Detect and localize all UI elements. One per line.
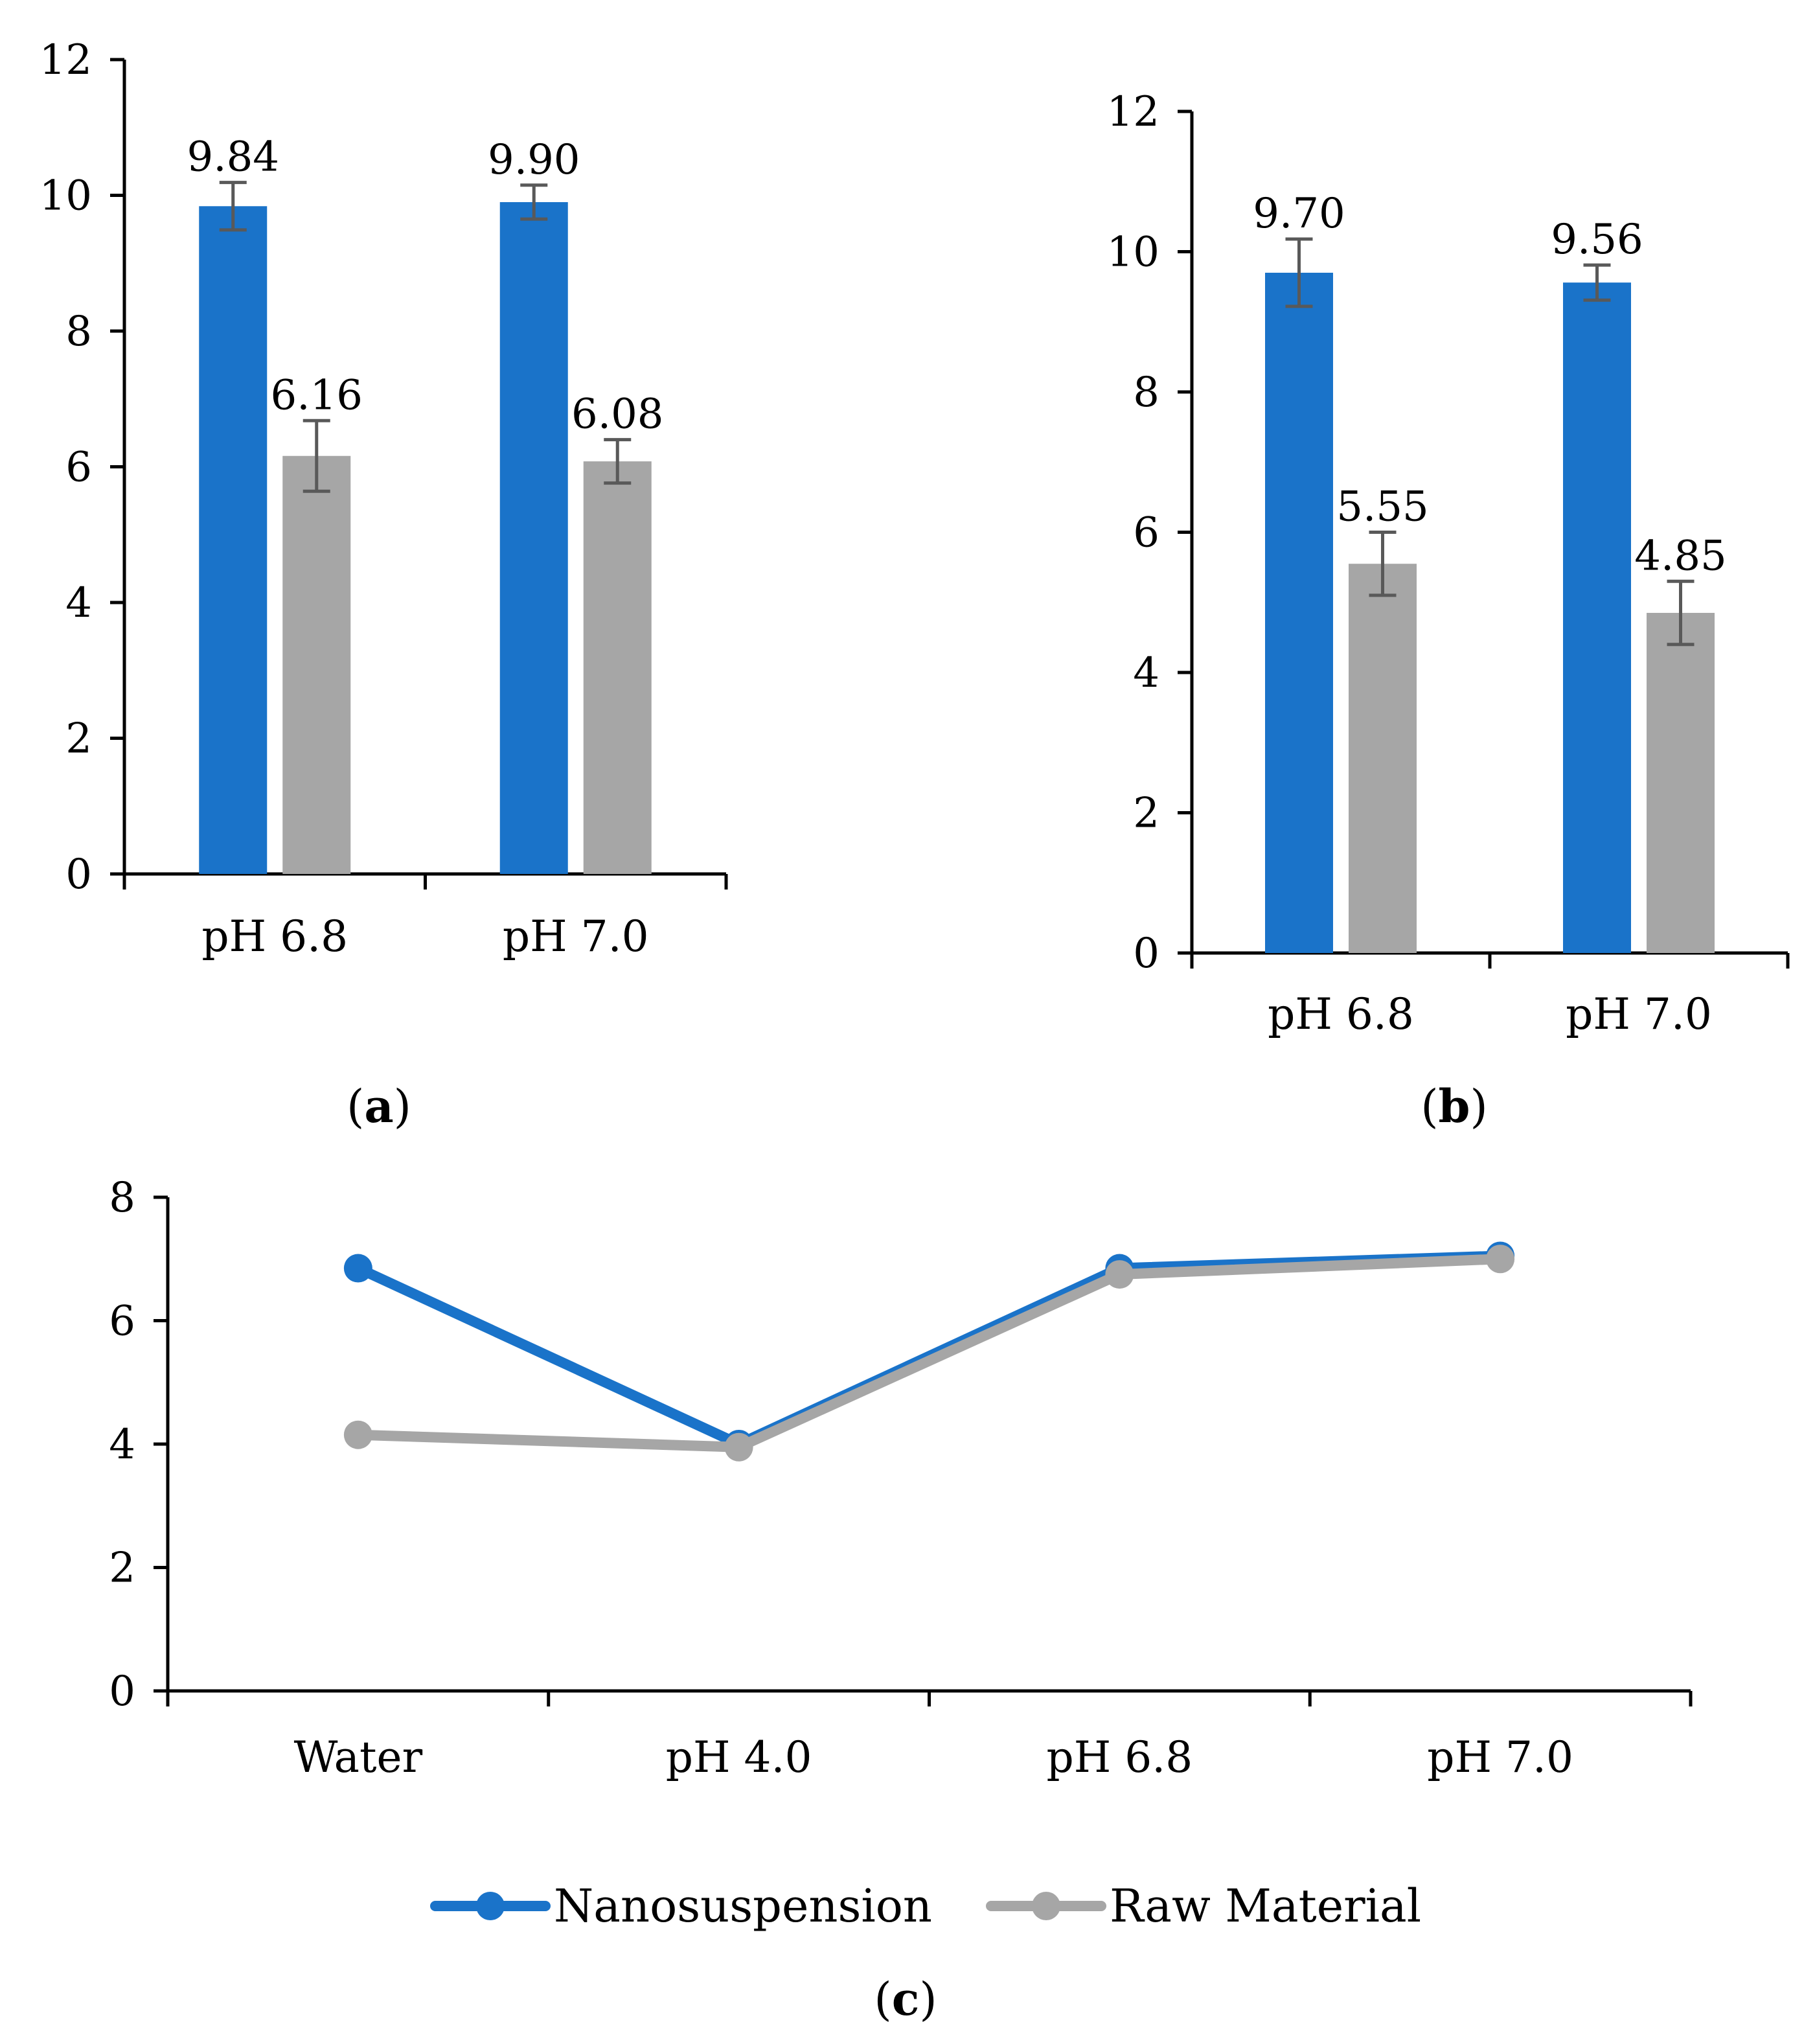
bar bbox=[282, 455, 351, 874]
y-tick-label: 2 bbox=[109, 1544, 135, 1592]
y-tick-label: 12 bbox=[40, 36, 92, 84]
y-tick-label: 8 bbox=[65, 308, 92, 356]
data-point bbox=[1486, 1245, 1515, 1274]
data-label: 6.08 bbox=[571, 391, 664, 439]
bar bbox=[499, 201, 568, 875]
x-category-label: Water bbox=[294, 1732, 423, 1782]
y-tick-label: 10 bbox=[40, 172, 92, 220]
y-tick-label: 0 bbox=[65, 851, 92, 899]
panel-c-line-chart: 0 2 4 6 8 Water pH 4.0 pH 6.8 pH 7.0 Nanosuspen… bbox=[109, 1174, 1693, 2026]
data-label: 6.16 bbox=[271, 371, 363, 419]
data-point bbox=[343, 1420, 372, 1449]
data-label: 4.85 bbox=[1634, 532, 1727, 580]
x-category-label: pH 7.0 bbox=[1427, 1732, 1573, 1782]
y-tick-label: 2 bbox=[1133, 790, 1159, 838]
y-tick-label: 4 bbox=[65, 579, 92, 627]
y-tick-label: 10 bbox=[1107, 229, 1159, 277]
panel-b-label: (b) bbox=[1421, 1079, 1488, 1133]
legend-swatch-marker bbox=[1032, 1892, 1060, 1920]
y-tick-label: 2 bbox=[65, 715, 92, 763]
panel-c-label: (c) bbox=[874, 1972, 937, 2026]
panel-c-legend: Nanosuspension Raw Material bbox=[430, 1879, 1421, 1933]
bar bbox=[199, 206, 268, 874]
data-point bbox=[343, 1254, 372, 1283]
bar bbox=[1265, 272, 1333, 954]
x-category-label: pH 6.8 bbox=[1047, 1732, 1193, 1782]
bar bbox=[1563, 282, 1631, 953]
y-tick-label: 6 bbox=[65, 444, 92, 492]
data-label: 9.90 bbox=[488, 136, 580, 184]
bar bbox=[1349, 564, 1417, 953]
y-tick-label: 4 bbox=[109, 1421, 135, 1469]
series-line bbox=[352, 1254, 1506, 1453]
x-category-label: pH 6.8 bbox=[1268, 989, 1414, 1039]
x-category-label: pH 7.0 bbox=[1566, 989, 1712, 1039]
y-tick-label: 12 bbox=[1107, 88, 1159, 136]
legend-label: Nanosuspension bbox=[554, 1879, 932, 1933]
legend-swatch-marker bbox=[476, 1892, 505, 1920]
data-label: 5.55 bbox=[1336, 483, 1429, 531]
y-tick-label: 0 bbox=[1133, 930, 1159, 978]
y-tick-label: 8 bbox=[109, 1174, 135, 1222]
panel-a-label: (a) bbox=[347, 1079, 411, 1133]
data-point bbox=[724, 1432, 753, 1462]
y-tick-label: 8 bbox=[1133, 369, 1159, 417]
y-tick-label: 6 bbox=[109, 1298, 135, 1346]
series-line bbox=[352, 1250, 1506, 1449]
x-category-label: pH 4.0 bbox=[666, 1732, 812, 1782]
data-label: 9.70 bbox=[1253, 190, 1345, 238]
legend-label: Raw Material bbox=[1110, 1879, 1421, 1933]
data-label: 9.56 bbox=[1551, 216, 1643, 264]
x-category-label: pH 7.0 bbox=[503, 912, 649, 961]
y-tick-label: 6 bbox=[1133, 509, 1159, 557]
y-tick-label: 4 bbox=[1133, 649, 1159, 697]
bar bbox=[1647, 612, 1715, 953]
bar bbox=[583, 461, 652, 874]
y-tick-label: 0 bbox=[109, 1668, 135, 1716]
data-point bbox=[1105, 1260, 1134, 1289]
data-label: 9.84 bbox=[187, 133, 280, 181]
x-category-label: pH 6.8 bbox=[201, 912, 348, 961]
